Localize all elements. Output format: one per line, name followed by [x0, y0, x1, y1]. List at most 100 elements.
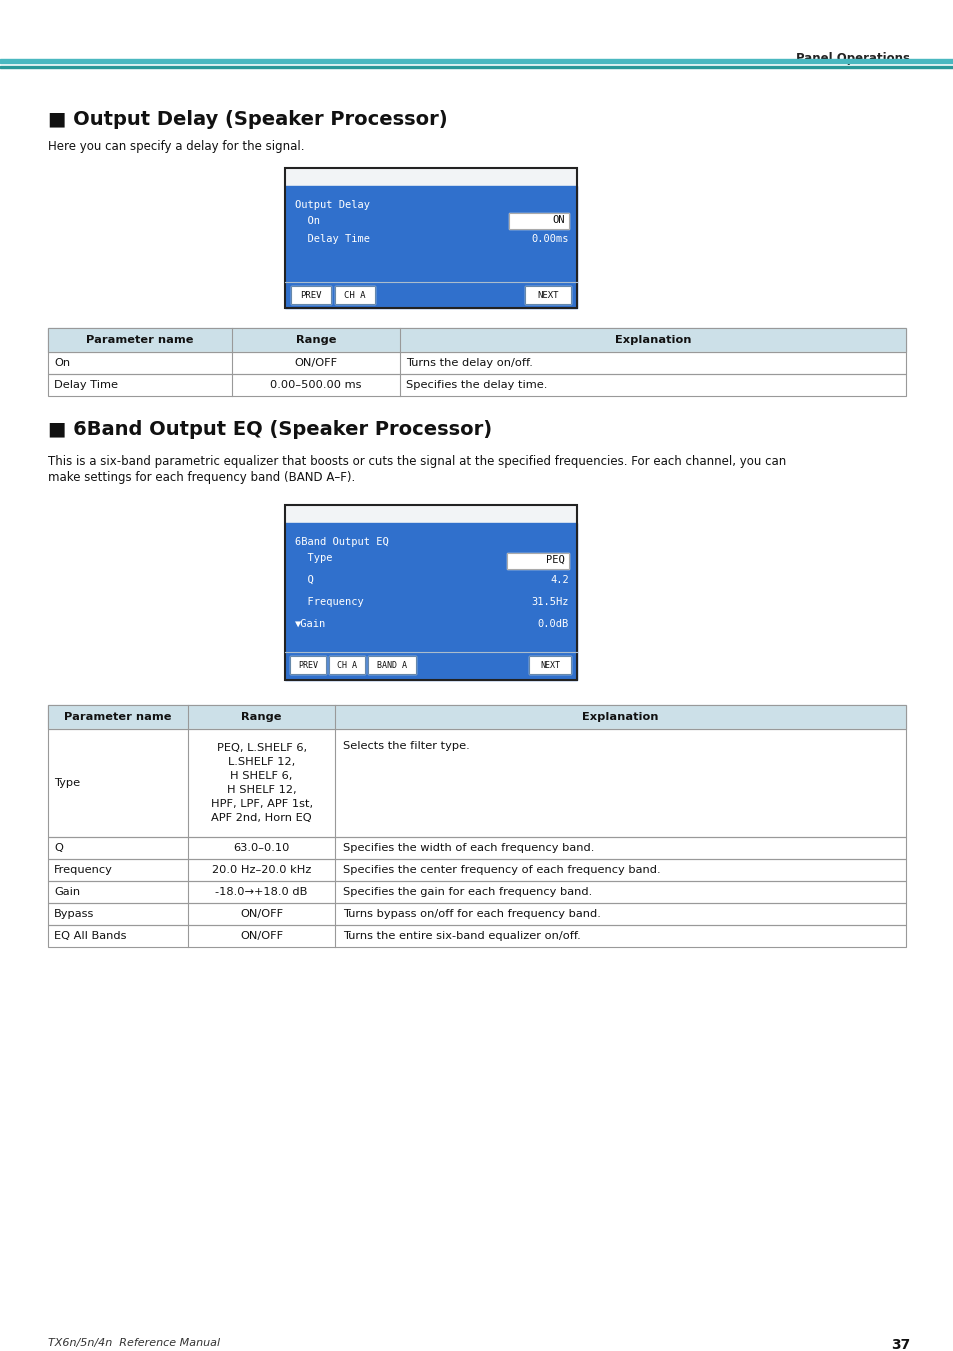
- Text: CH A: CH A: [336, 661, 356, 670]
- Text: Range: Range: [241, 712, 281, 721]
- Bar: [506, 553, 568, 569]
- Text: ■ Output Delay (Speaker Processor): ■ Output Delay (Speaker Processor): [48, 109, 447, 128]
- Text: Specifies the delay time.: Specifies the delay time.: [405, 380, 547, 390]
- Bar: [48, 881, 905, 902]
- Bar: [48, 730, 905, 838]
- Bar: [48, 925, 905, 947]
- Bar: [290, 657, 326, 674]
- Text: Explanation: Explanation: [614, 335, 690, 345]
- Text: Delay Time: Delay Time: [294, 234, 370, 245]
- Text: make settings for each frequency band (BAND A–F).: make settings for each frequency band (B…: [48, 471, 355, 484]
- Text: PEQ, L.SHELF 6,
L.SHELF 12,
H SHELF 6,
H SHELF 12,
HPF, LPF, APF 1st,
APF 2nd, H: PEQ, L.SHELF 6, L.SHELF 12, H SHELF 6, H…: [211, 743, 313, 823]
- Text: 6Band Output EQ: 6Band Output EQ: [294, 536, 388, 547]
- Text: Type: Type: [54, 778, 80, 788]
- Bar: [48, 902, 905, 925]
- Text: PEQ: PEQ: [546, 555, 564, 565]
- Text: ON: ON: [552, 215, 564, 226]
- Text: BAND A: BAND A: [376, 661, 407, 670]
- Text: Output Delay: Output Delay: [294, 200, 370, 209]
- Bar: [48, 730, 905, 838]
- Bar: [48, 925, 905, 947]
- Text: Selects the filter type.: Selects the filter type.: [343, 740, 470, 751]
- Text: 4.2: 4.2: [550, 576, 568, 585]
- Text: Panel Operations: Panel Operations: [795, 51, 909, 65]
- Text: 0.00ms: 0.00ms: [531, 234, 568, 245]
- Text: NEXT: NEXT: [539, 661, 559, 670]
- Bar: [529, 657, 571, 674]
- Bar: [509, 213, 568, 230]
- Bar: [48, 353, 905, 374]
- Text: 0.00–500.00 ms: 0.00–500.00 ms: [270, 380, 361, 390]
- Text: 20.0 Hz–20.0 kHz: 20.0 Hz–20.0 kHz: [212, 865, 311, 875]
- Text: 31.5Hz: 31.5Hz: [531, 597, 568, 607]
- Bar: [48, 881, 905, 902]
- Text: ■ 6Band Output EQ (Speaker Processor): ■ 6Band Output EQ (Speaker Processor): [48, 420, 492, 439]
- Text: Turns the delay on/off.: Turns the delay on/off.: [405, 358, 532, 367]
- Text: This is a six-band parametric equalizer that boosts or cuts the signal at the sp: This is a six-band parametric equalizer …: [48, 455, 785, 467]
- Text: Specifies the center frequency of each frequency band.: Specifies the center frequency of each f…: [343, 865, 660, 875]
- Bar: [48, 374, 905, 396]
- Text: PREV: PREV: [300, 290, 321, 300]
- Text: ON/OFF: ON/OFF: [240, 931, 283, 942]
- Bar: [329, 657, 365, 674]
- Bar: [48, 374, 905, 396]
- Bar: [48, 705, 905, 730]
- Bar: [285, 523, 577, 680]
- Bar: [329, 657, 365, 674]
- Text: On: On: [54, 358, 71, 367]
- Text: TX6n/5n/4n  Reference Manual: TX6n/5n/4n Reference Manual: [48, 1337, 220, 1348]
- Bar: [48, 902, 905, 925]
- Text: Specifies the width of each frequency band.: Specifies the width of each frequency ba…: [343, 843, 594, 852]
- Text: On: On: [294, 216, 319, 226]
- Bar: [335, 286, 375, 304]
- Text: -18.0→+18.0 dB: -18.0→+18.0 dB: [215, 888, 308, 897]
- Text: Gain: Gain: [54, 888, 80, 897]
- Bar: [285, 168, 577, 186]
- Bar: [48, 328, 905, 353]
- Text: Turns the entire six-band equalizer on/off.: Turns the entire six-band equalizer on/o…: [343, 931, 580, 942]
- Text: Range: Range: [295, 335, 336, 345]
- Bar: [48, 859, 905, 881]
- Bar: [509, 213, 568, 230]
- Bar: [48, 353, 905, 374]
- Text: PREV: PREV: [297, 661, 317, 670]
- Text: Explanation: Explanation: [582, 712, 659, 721]
- Bar: [48, 838, 905, 859]
- Bar: [48, 328, 905, 353]
- Text: 37: 37: [890, 1337, 909, 1351]
- Bar: [48, 705, 905, 730]
- Text: Parameter name: Parameter name: [87, 335, 193, 345]
- Bar: [368, 657, 416, 674]
- Text: Type: Type: [294, 553, 333, 563]
- Text: Parameter name: Parameter name: [64, 712, 172, 721]
- Bar: [285, 505, 577, 523]
- Bar: [506, 553, 568, 569]
- Text: Q: Q: [54, 843, 63, 852]
- Bar: [524, 286, 571, 304]
- Bar: [529, 657, 571, 674]
- Text: Frequency: Frequency: [54, 865, 112, 875]
- Text: Turns bypass on/off for each frequency band.: Turns bypass on/off for each frequency b…: [343, 909, 600, 919]
- Text: Q: Q: [294, 576, 314, 585]
- Text: Delay Time: Delay Time: [54, 380, 118, 390]
- Text: 0.0dB: 0.0dB: [537, 619, 568, 630]
- Bar: [335, 286, 375, 304]
- Bar: [290, 657, 326, 674]
- Bar: [285, 186, 577, 308]
- Text: Frequency: Frequency: [294, 597, 363, 607]
- Text: Here you can specify a delay for the signal.: Here you can specify a delay for the sig…: [48, 141, 304, 153]
- Text: Bypass: Bypass: [54, 909, 94, 919]
- Bar: [291, 286, 331, 304]
- Bar: [291, 286, 331, 304]
- Text: Specifies the gain for each frequency band.: Specifies the gain for each frequency ba…: [343, 888, 592, 897]
- Text: ON/OFF: ON/OFF: [294, 358, 337, 367]
- Bar: [0, 66, 953, 68]
- Bar: [368, 657, 416, 674]
- Text: 63.0–0.10: 63.0–0.10: [233, 843, 290, 852]
- Bar: [0, 59, 953, 63]
- Text: CH A: CH A: [344, 290, 365, 300]
- Text: ON/OFF: ON/OFF: [240, 909, 283, 919]
- Bar: [285, 505, 577, 680]
- Text: ▼Gain: ▼Gain: [294, 619, 326, 630]
- Bar: [48, 838, 905, 859]
